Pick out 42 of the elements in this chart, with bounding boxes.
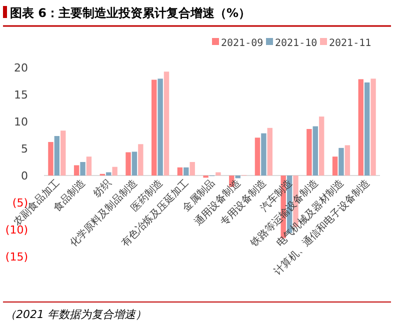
bar <box>358 79 364 176</box>
y-tick-label: 5 <box>21 142 28 156</box>
y-tick-label: 15 <box>14 88 28 102</box>
y-tick-label: 10 <box>14 115 28 128</box>
bar <box>338 148 344 176</box>
bar <box>216 172 221 176</box>
bar <box>112 166 118 176</box>
bar <box>370 78 376 176</box>
legend-label: 2021-11 <box>329 38 372 49</box>
bar <box>177 167 183 176</box>
bar <box>267 128 272 176</box>
bar <box>190 162 195 176</box>
chart-title: 图表 6：主要制造业投资累计复合增速（%） <box>10 6 251 20</box>
legend-label: 2021-09 <box>221 38 264 49</box>
bar <box>364 82 370 176</box>
bar <box>318 116 324 176</box>
bar <box>254 138 260 176</box>
bar <box>344 145 350 176</box>
bar <box>48 142 54 176</box>
bar <box>312 126 318 176</box>
bar <box>138 144 144 176</box>
bar <box>332 156 338 176</box>
legend-label: 2021-10 <box>275 38 318 49</box>
bar <box>184 167 189 176</box>
bar <box>261 133 266 176</box>
bar <box>132 152 138 176</box>
bar <box>54 136 60 176</box>
bar <box>86 156 92 176</box>
y-tick-label: (10) <box>5 224 28 237</box>
y-tick-label: 0 <box>21 170 28 183</box>
bar <box>74 165 80 176</box>
bar <box>235 176 240 178</box>
y-tick-label: 20 <box>14 61 28 74</box>
bar <box>158 78 163 176</box>
bar <box>152 80 157 176</box>
bar <box>306 128 312 176</box>
y-tick-label: (15) <box>5 250 28 264</box>
bar <box>80 162 86 176</box>
text: （2021 年数据为复合增速） <box>5 308 146 321</box>
bar <box>60 130 66 176</box>
bar <box>164 72 170 176</box>
bar <box>126 152 131 176</box>
